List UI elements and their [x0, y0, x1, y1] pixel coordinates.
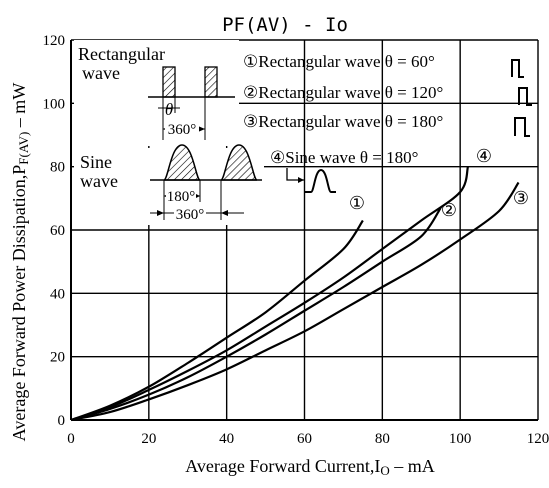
- x-axis-label: Average Forward Current,IO – mA: [185, 456, 434, 478]
- legend-item-1: ①Rectangular wave θ = 60°: [243, 52, 435, 71]
- series-marker-1: ①: [349, 193, 365, 213]
- sine-inset-title-line2: wave: [80, 171, 118, 191]
- sine-inset-title-line1: Sine: [80, 152, 112, 172]
- x-tick-label: 120: [527, 431, 549, 447]
- sine-period-arrowhead-icon: [157, 210, 164, 216]
- y-tick-label: 40: [50, 286, 65, 302]
- legend-pointer-arrowhead-icon: [298, 177, 304, 183]
- y-tick-label: 80: [50, 160, 65, 176]
- legend-item-4: ④Sine wave θ = 180°: [270, 148, 418, 167]
- y-tick-label: 120: [43, 33, 66, 49]
- dim-label-bg: [166, 187, 196, 203]
- tick-layer: 0 20 40 60 80 100 120 0 20 40 60 80 100 120: [43, 33, 549, 447]
- series-marker-2: ②: [441, 200, 457, 220]
- rect-period-label: 360°: [168, 122, 197, 138]
- legend: ①Rectangular wave θ = 60° ②Rectangular w…: [243, 52, 532, 193]
- legend-pointer-arrow-icon: [286, 168, 304, 181]
- sine-wave-inset: Sine wave 180° 360°: [74, 144, 264, 225]
- legend-sine-pulse-icon: [305, 168, 336, 193]
- sine-half-label: 180°: [167, 189, 196, 205]
- y-tick-label: 100: [43, 96, 66, 112]
- rect-period-arrowhead-icon: [198, 126, 205, 132]
- series-line-4: [70, 166, 470, 422]
- rect-pulse-2: [204, 66, 218, 98]
- sine-half-wave-2: [220, 144, 258, 181]
- y-tick-label: 0: [58, 413, 66, 429]
- dim-label-bg: [165, 120, 199, 136]
- sine-half-wave-1: [163, 144, 201, 181]
- rectangular-wave-inset: Rectangular wave θ 360°: [74, 40, 239, 146]
- series-line-1: [70, 219, 364, 422]
- y-tick-label: 60: [50, 223, 65, 239]
- x-tick-label: 40: [219, 431, 234, 447]
- x-tick-label: 80: [375, 431, 390, 447]
- x-tick-label: 20: [141, 431, 156, 447]
- y-axis-label: Average Forward Power Dissipation,PF(AV)…: [9, 83, 31, 442]
- y-tick-label: 20: [50, 350, 65, 366]
- legend-rect-pulse-icon: [518, 87, 532, 106]
- rect-pulse-1: [162, 66, 176, 98]
- dim-label-bg: [174, 205, 206, 221]
- rect-inset-title-line1: Rectangular: [78, 44, 165, 64]
- legend-rect-pulse-icon: [514, 117, 530, 137]
- series-marker-3: ③: [513, 188, 529, 208]
- chart-title: PF(AV) - Io: [222, 14, 348, 36]
- rect-theta-label: θ: [165, 100, 173, 119]
- x-tick-label: 100: [449, 431, 472, 447]
- series-line-3: [70, 181, 520, 422]
- series-marker-4: ④: [476, 146, 492, 166]
- legend-rect-pulse-icon: [511, 59, 524, 78]
- sine-period-label: 360°: [176, 207, 205, 223]
- legend-item-2: ②Rectangular wave θ = 120°: [243, 83, 443, 102]
- rect-inset-title-line2: wave: [82, 63, 120, 83]
- series-line-2: [70, 207, 442, 422]
- sine-period-arrowhead-icon: [221, 210, 228, 216]
- curve-layer: [70, 166, 520, 422]
- legend-item-3: ③Rectangular wave θ = 180°: [243, 112, 443, 131]
- x-tick-label: 60: [297, 431, 312, 447]
- x-tick-label: 0: [67, 431, 75, 447]
